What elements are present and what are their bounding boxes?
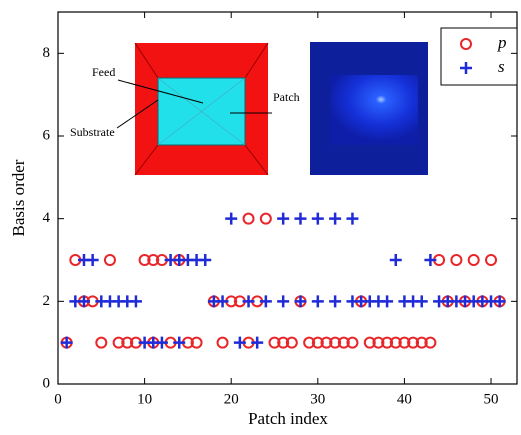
marker-circle: [320, 336, 333, 349]
marker-plus: [173, 336, 186, 349]
marker-plus: [381, 295, 394, 308]
marker-plus: [277, 212, 290, 225]
edge: [244, 42, 269, 79]
x-axis-title: Patch index: [248, 409, 328, 428]
marker-circle: [147, 254, 160, 266]
marker-plus: [60, 336, 73, 349]
marker-circle: [121, 336, 134, 349]
y-axis-title: Basis order: [9, 159, 28, 236]
edge: [244, 144, 269, 176]
marker-circle: [95, 336, 108, 349]
edge: [157, 77, 246, 146]
marker-circle: [103, 254, 116, 266]
x-tick-label: 0: [54, 391, 62, 407]
marker-circle: [407, 336, 420, 349]
marker-circle: [415, 336, 428, 349]
marker-plus: [77, 295, 90, 308]
marker-plus: [251, 336, 264, 349]
marker-circle: [329, 336, 342, 349]
marker-circle: [381, 336, 394, 349]
x-tick-label: 50: [484, 391, 499, 407]
marker-circle: [485, 254, 498, 266]
y-tick-label: 2: [43, 293, 51, 309]
marker-plus: [155, 336, 168, 349]
annotation: Feed: [92, 65, 115, 79]
marker-circle: [190, 336, 203, 349]
marker-circle: [311, 336, 324, 349]
marker-plus: [329, 295, 342, 308]
marker-circle: [216, 336, 229, 349]
marker-circle: [268, 336, 281, 349]
marker-plus: [294, 212, 307, 225]
x-tick-label: 20: [224, 391, 239, 407]
marker-plus: [311, 212, 324, 225]
marker-circle: [242, 212, 255, 225]
marker-circle: [138, 254, 151, 266]
marker-plus: [199, 254, 212, 266]
marker-circle: [450, 254, 463, 266]
marker-plus: [259, 295, 272, 308]
y-tick-label: 6: [43, 127, 51, 143]
marker-circle: [346, 336, 359, 349]
marker-plus: [460, 62, 472, 74]
annotation: Substrate: [70, 125, 115, 139]
marker-plus: [233, 336, 246, 349]
marker-plus: [242, 295, 255, 308]
edge: [134, 42, 159, 79]
x-tick-label: 10: [137, 391, 152, 407]
marker-circle: [398, 336, 411, 349]
marker-plus: [493, 295, 506, 308]
inset-geometry: [116, 42, 428, 176]
marker-plus: [329, 212, 342, 225]
marker-plus: [86, 254, 99, 266]
marker-plus: [277, 295, 290, 308]
annotation: Patch: [273, 90, 300, 104]
marker-circle: [363, 336, 376, 349]
x-tick-label: 30: [310, 391, 325, 407]
marker-plus: [216, 295, 229, 308]
marker-circle: [259, 212, 272, 225]
marker-circle: [460, 38, 472, 50]
marker-circle: [372, 336, 385, 349]
marker-circle: [389, 336, 402, 349]
edge: [134, 144, 159, 176]
marker-plus: [424, 254, 437, 266]
marker-circle: [303, 336, 316, 349]
marker-plus: [225, 212, 238, 225]
plot-frame: [57, 11, 518, 385]
marker-circle: [424, 336, 437, 349]
marker-circle: [467, 254, 480, 266]
legend-label: s: [498, 57, 505, 76]
arrow: [116, 99, 159, 129]
marker-plus: [346, 212, 359, 225]
arrow: [117, 79, 204, 104]
field-map: [330, 75, 418, 145]
marker-circle: [337, 336, 350, 349]
y-tick-label: 4: [43, 210, 51, 226]
marker-plus: [129, 295, 142, 308]
marker-circle: [277, 336, 290, 349]
y-tick-label: 8: [43, 45, 51, 61]
legend-box: [440, 27, 518, 86]
y-tick-label: 0: [43, 375, 51, 391]
marker-plus: [311, 295, 324, 308]
x-tick-label: 40: [397, 391, 412, 407]
marker-plus: [415, 295, 428, 308]
marker-plus: [389, 254, 402, 266]
marker-circle: [112, 336, 125, 349]
marker-circle: [285, 336, 298, 349]
marker-plus: [294, 295, 307, 308]
legend-label: p: [497, 33, 507, 52]
